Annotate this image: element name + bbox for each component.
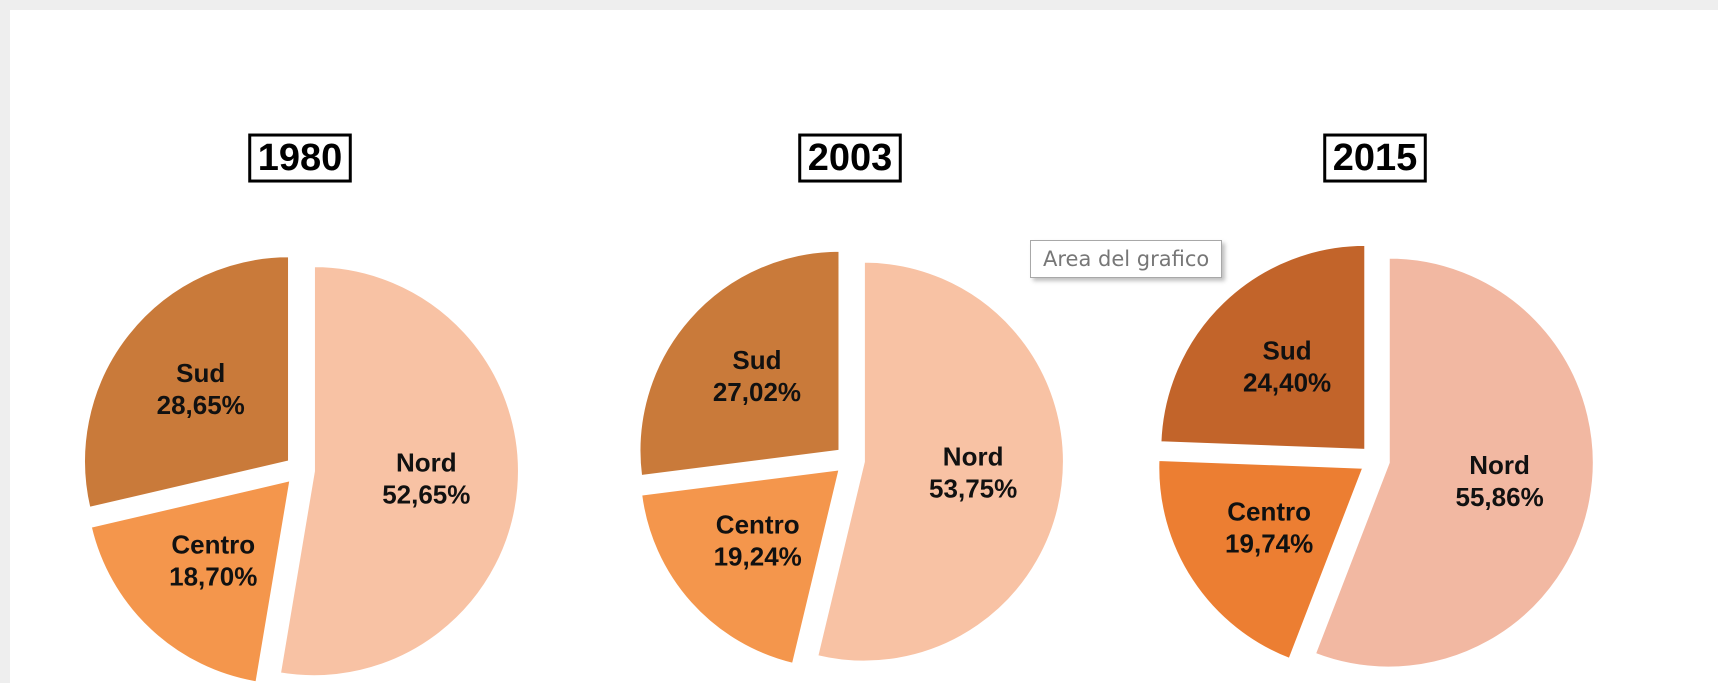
pie-slice <box>278 265 520 678</box>
chart-title: 1980 <box>258 137 343 179</box>
slice-value-label: 52,65% <box>382 479 470 509</box>
chart-title: 2015 <box>1333 137 1418 179</box>
pie-slice <box>83 255 291 510</box>
slice-category: Centro <box>171 529 255 559</box>
slice-value-label: 24,40% <box>1243 368 1331 398</box>
slice-category: Sud <box>176 358 225 388</box>
slice-value-label: 53,75% <box>929 473 1017 503</box>
pie-slice <box>638 249 841 478</box>
title-box <box>248 133 352 183</box>
slice-value-label: 19,24% <box>714 542 802 572</box>
pie-slice <box>1313 256 1595 669</box>
slice-value-label: 55,86% <box>1456 482 1544 512</box>
slice-value-label: 27,02% <box>713 377 801 407</box>
slice-value-label: 18,70% <box>169 561 257 591</box>
title-box <box>798 133 902 183</box>
pie-slice <box>816 260 1065 663</box>
pie-slice <box>640 468 841 666</box>
slice-category: Centro <box>1227 497 1311 527</box>
slice-category: Sud <box>1263 336 1312 366</box>
chart-title: 2003 <box>808 137 893 179</box>
pie-slice <box>1157 458 1365 661</box>
slice-category: Nord <box>396 447 457 477</box>
slice-value-label: 19,74% <box>1225 529 1313 559</box>
slice-category: Sud <box>732 345 781 375</box>
slice-category: Nord <box>943 441 1004 471</box>
title-box <box>1323 133 1427 183</box>
slice-category: Centro <box>716 510 800 540</box>
slice-value-label: 28,65% <box>157 390 245 420</box>
pie-slice <box>89 478 292 683</box>
tooltip: Area del grafico <box>1030 240 1223 278</box>
pie-slice <box>1159 243 1367 451</box>
slice-category: Nord <box>1469 450 1530 480</box>
